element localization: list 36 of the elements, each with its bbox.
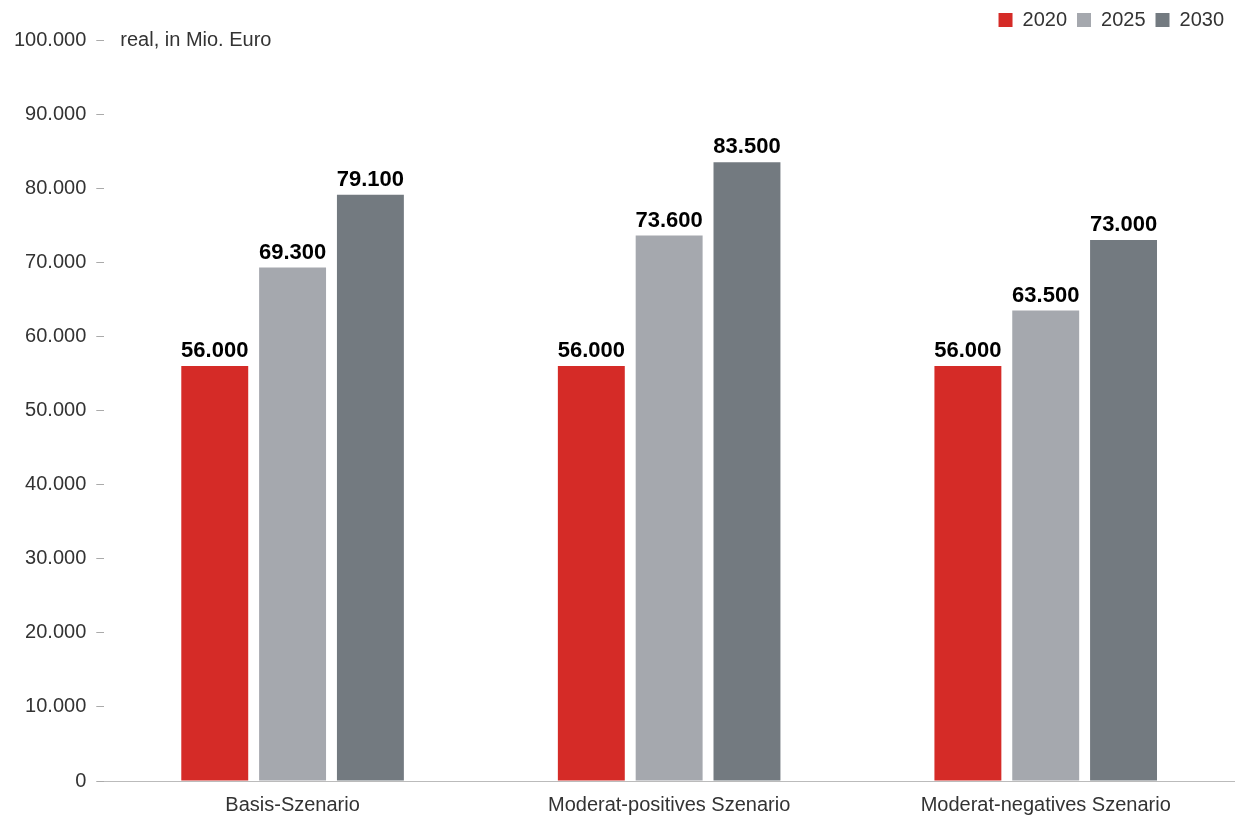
data-label: 69.300 (258, 238, 327, 264)
bar (557, 366, 625, 781)
y-axis-title: real, in Mio. Euro (120, 27, 272, 50)
data-label: 56.000 (181, 337, 249, 363)
data-label: 63.500 (1012, 281, 1080, 307)
bar (635, 235, 703, 781)
y-tick-label: 20.000 (25, 620, 87, 643)
y-tick-label: 90.000 (25, 101, 87, 124)
data-label: 56.000 (934, 337, 1002, 363)
y-tick-label: 30.000 (25, 546, 87, 569)
legend-label: 2030 (1179, 7, 1225, 30)
x-tick-label: Moderat-positives Szenario (547, 792, 791, 815)
data-label: 73.600 (635, 206, 703, 232)
y-tick-label: 40.000 (25, 472, 87, 495)
bar (1012, 310, 1080, 781)
bar (259, 267, 327, 781)
y-tick-label: 60.000 (25, 323, 87, 346)
y-tick-label: 70.000 (25, 249, 87, 272)
data-label: 83.500 (713, 133, 781, 159)
bar (713, 162, 781, 781)
y-tick-label: 50.000 (25, 398, 87, 421)
legend-label: 2025 (1101, 7, 1146, 30)
bar (934, 366, 1002, 781)
y-tick-label: 10.000 (25, 694, 87, 717)
x-tick-label: Basis-Szenario (225, 792, 360, 815)
legend-label: 2020 (1022, 7, 1068, 30)
y-tick-label: 0 (75, 768, 87, 791)
data-label: 56.000 (557, 337, 625, 363)
y-tick-label: 100.000 (14, 27, 87, 50)
data-label: 79.100 (336, 165, 405, 191)
bar (336, 194, 404, 781)
y-tick-label: 80.000 (25, 175, 87, 198)
x-tick-label: Moderat-negatives Szenario (920, 792, 1171, 815)
bar (181, 366, 249, 781)
bar (1090, 240, 1157, 781)
data-label: 73.000 (1089, 211, 1158, 237)
